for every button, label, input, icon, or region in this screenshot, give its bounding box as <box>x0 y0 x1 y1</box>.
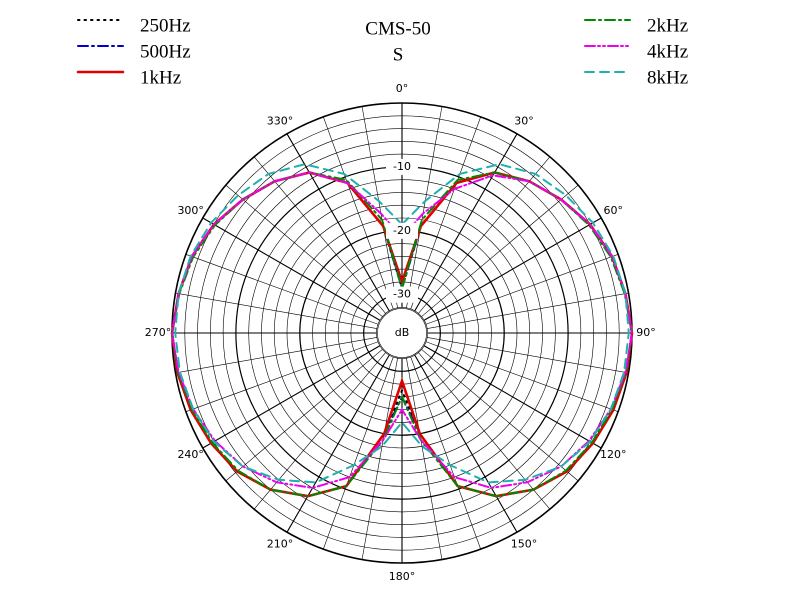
tick-label-bg <box>386 158 418 175</box>
center-hole <box>377 308 427 358</box>
spoke <box>425 341 619 412</box>
chart-subtitle: S <box>393 44 404 65</box>
spoke <box>323 356 394 550</box>
angle-label: 180° <box>389 570 416 583</box>
tick-label-bg <box>386 222 418 239</box>
spoke <box>414 133 518 312</box>
spoke <box>175 337 377 374</box>
spoke <box>421 349 579 482</box>
angle-label: 210° <box>267 537 294 550</box>
legend-label: 2kHz <box>647 15 688 36</box>
spoke <box>286 133 390 312</box>
angle-label: 90° <box>636 326 656 339</box>
spoke <box>410 356 481 550</box>
series-line <box>170 171 634 498</box>
spoke <box>423 217 602 321</box>
spoke <box>425 254 619 325</box>
r-axis-label: dB <box>395 326 410 339</box>
spoke <box>406 358 443 560</box>
spoke <box>202 217 381 321</box>
spoke <box>253 156 386 314</box>
spoke <box>225 349 383 482</box>
spoke <box>421 184 579 317</box>
legend-label: 4kHz <box>647 41 688 62</box>
r-tick-label: -20 <box>393 224 411 237</box>
spoke <box>185 341 379 412</box>
spoke <box>361 106 398 308</box>
angle-label: 30° <box>514 115 534 128</box>
spoke <box>427 292 629 329</box>
spoke <box>175 292 377 329</box>
spoke <box>406 106 443 308</box>
spoke <box>414 354 518 533</box>
spoke <box>361 358 398 560</box>
angle-label: 0° <box>396 82 409 95</box>
legend-label: 8kHz <box>647 67 688 88</box>
spoke <box>225 184 383 317</box>
angle-label: 150° <box>511 537 538 550</box>
spoke <box>427 337 629 374</box>
legend-label: 500Hz <box>140 41 191 62</box>
spoke <box>286 354 390 533</box>
legend-label: 250Hz <box>140 15 191 36</box>
angle-label: 120° <box>600 448 627 461</box>
angle-label: 60° <box>604 204 624 217</box>
series-line <box>174 163 630 484</box>
angle-label: 300° <box>177 204 204 217</box>
spoke <box>418 156 551 314</box>
spoke <box>423 345 602 449</box>
chart-title: CMS-50 <box>365 18 430 39</box>
angle-label: 270° <box>145 326 172 339</box>
r-tick-label: -30 <box>393 288 411 301</box>
spoke <box>202 345 381 449</box>
series-line <box>170 171 634 489</box>
legend-label: 1kHz <box>140 67 181 88</box>
spoke <box>410 116 481 310</box>
angle-label: 330° <box>267 115 294 128</box>
spoke <box>185 254 379 325</box>
tick-label-bg <box>386 286 418 303</box>
angle-label: 240° <box>177 448 204 461</box>
r-tick-label: -10 <box>393 160 411 173</box>
spoke <box>323 116 394 310</box>
